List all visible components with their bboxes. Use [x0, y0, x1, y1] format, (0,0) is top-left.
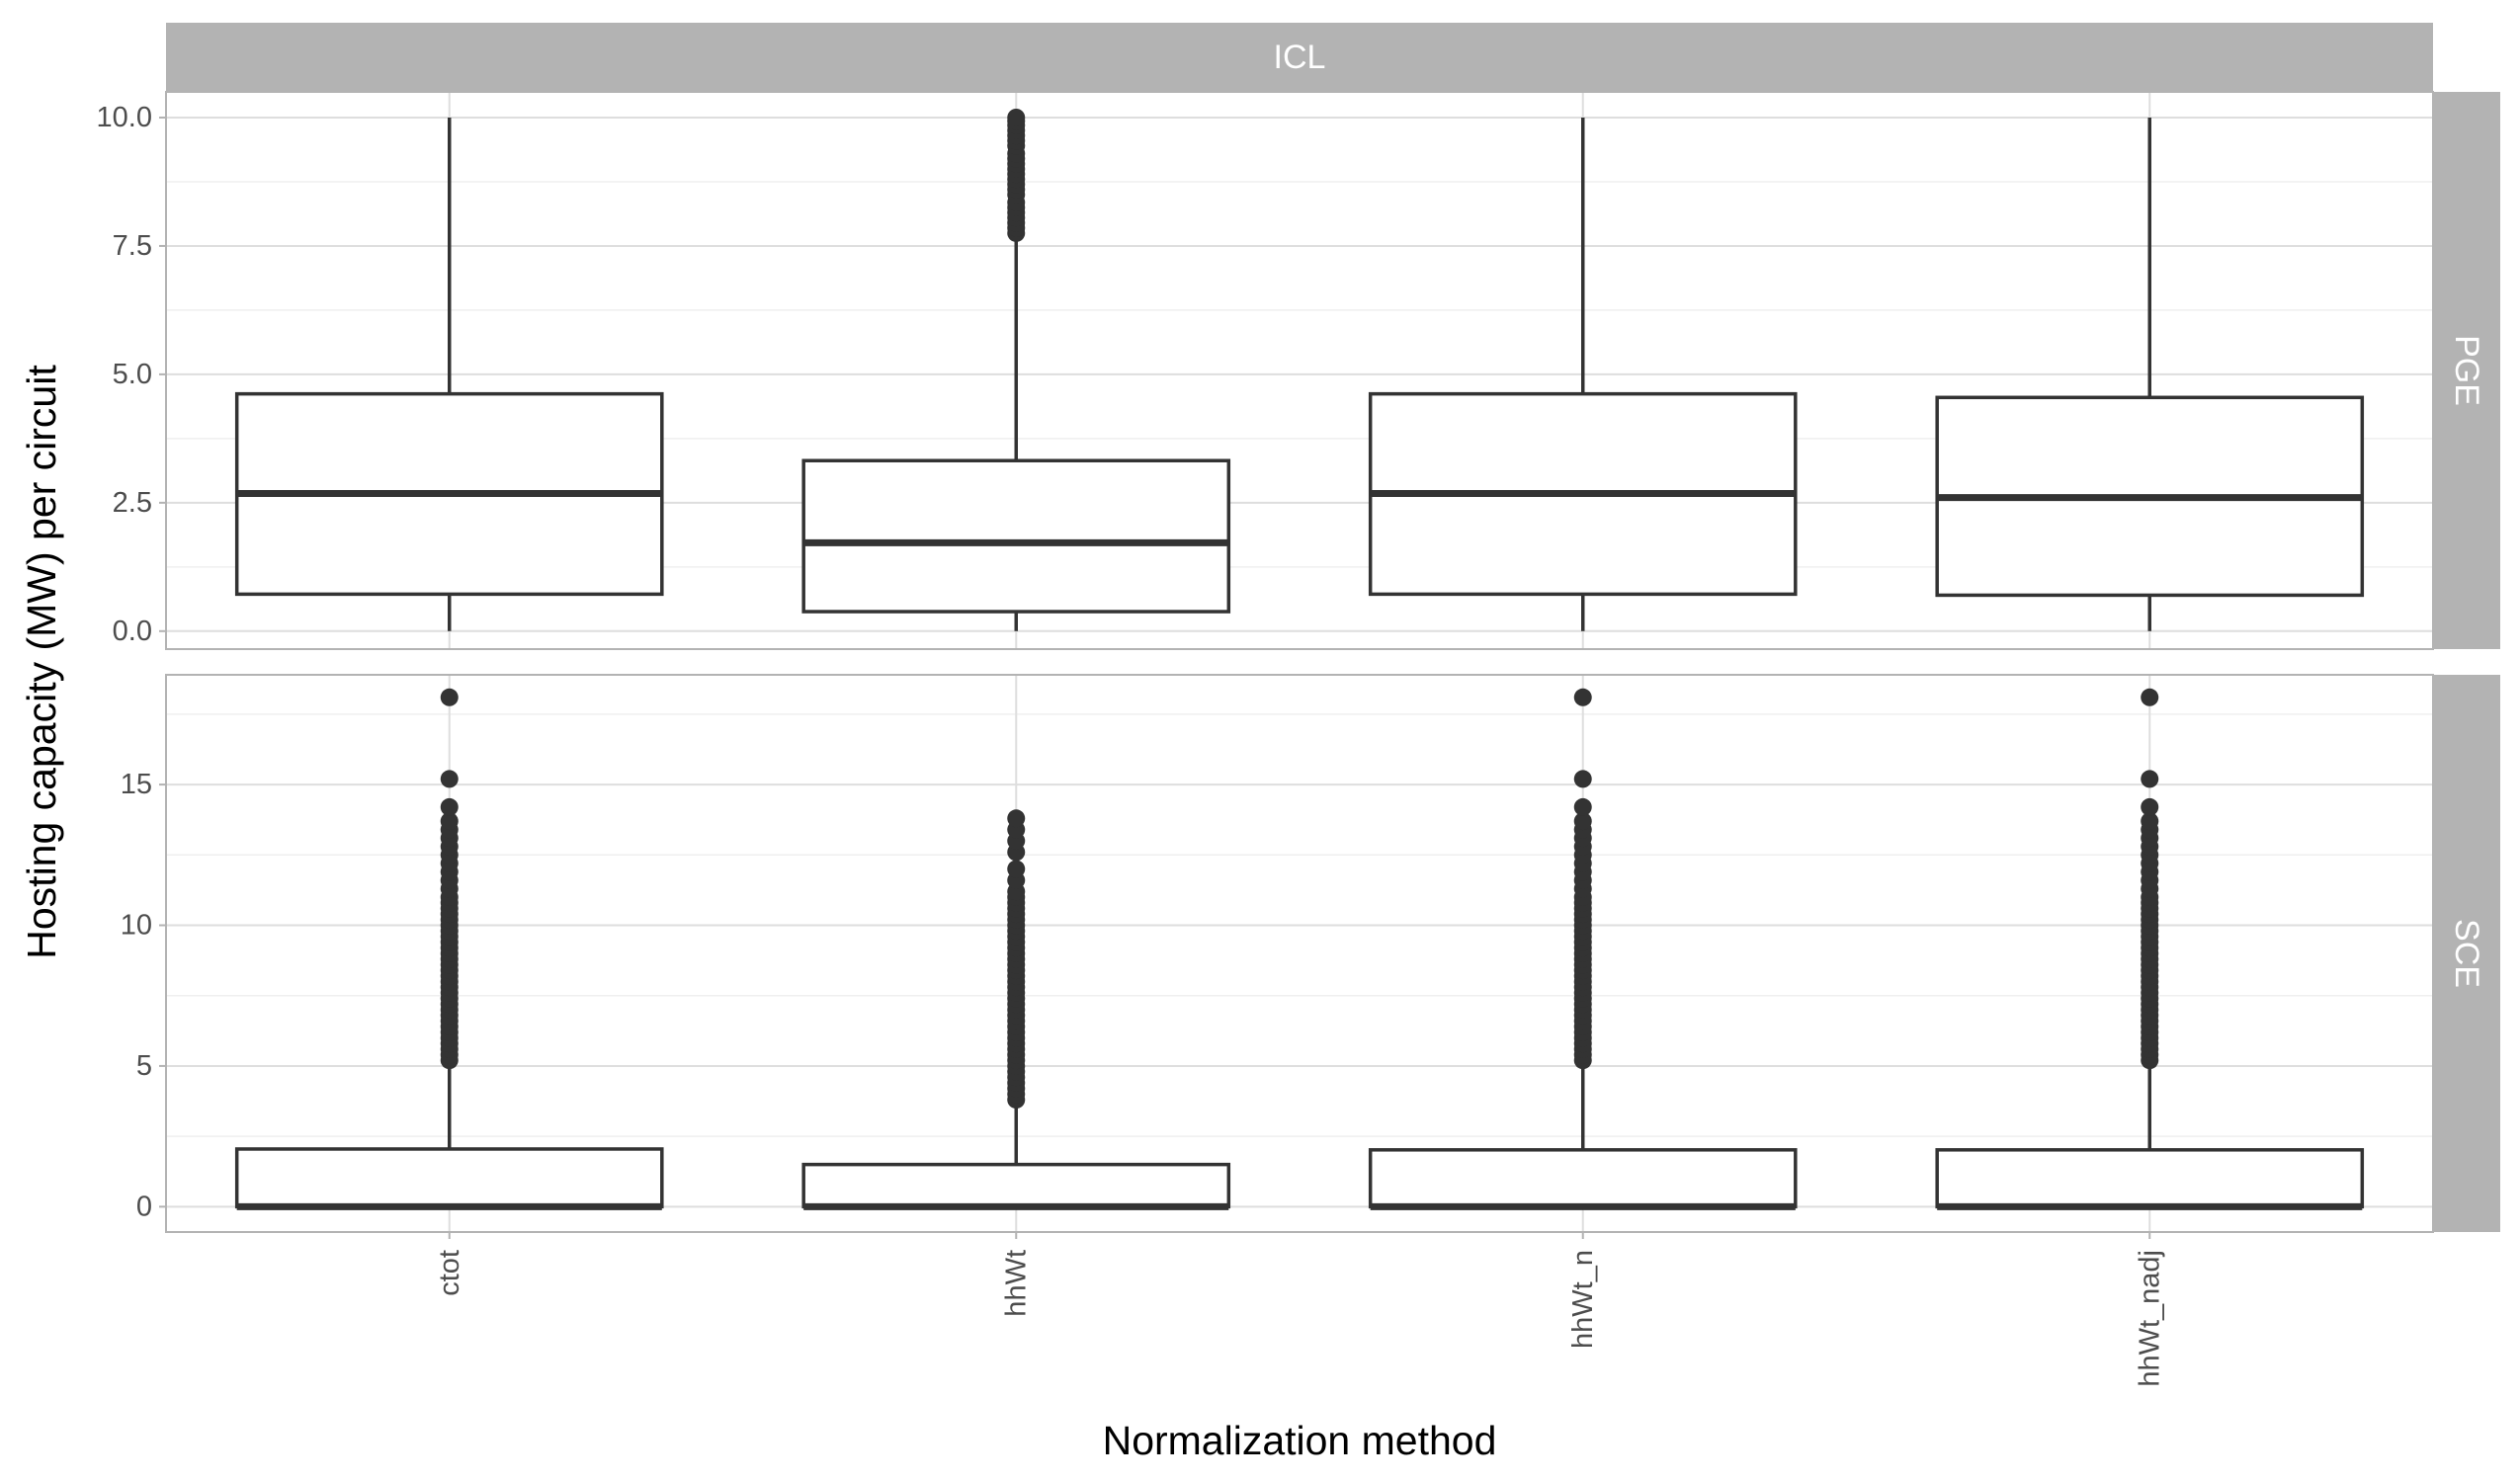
x-axis: ctot hhWt hhWt_n hhWt_nadj — [434, 1232, 2165, 1387]
box-ctot — [234, 117, 664, 631]
outlier-point — [1007, 809, 1026, 828]
y-tick-label: 10 — [121, 910, 152, 942]
y-tick-label: 15 — [121, 769, 152, 800]
y-tick-label: 10.0 — [97, 102, 152, 133]
y-tick-label: 5.0 — [113, 359, 152, 390]
outlier-point — [1007, 860, 1026, 878]
outlier-point — [440, 797, 459, 816]
box-hhWt_n — [1368, 688, 1798, 1210]
facet-strip-right — [2433, 92, 2500, 649]
panels: 0.0 2.5 5.0 7.5 10.0 PGE 0 5 10 15 SCE — [97, 91, 2500, 1233]
y-tick-label: 2.5 — [113, 487, 152, 519]
facet-label-row: SCE — [2448, 919, 2485, 988]
facet-strip-right — [2433, 675, 2500, 1232]
box-iqr — [234, 1147, 664, 1209]
outlier-point — [2141, 812, 2159, 831]
x-tick-label: hhWt_n — [1567, 1250, 1599, 1349]
y-axis-title: Hosting capacity (MW) per circuit — [19, 365, 64, 959]
facet-strip-top: ICL — [166, 23, 2433, 92]
outlier-point — [2141, 770, 2159, 788]
facet-strip-top-background — [166, 23, 2433, 92]
panel-pge: 0.0 2.5 5.0 7.5 10.0 PGE — [97, 91, 2500, 650]
panel-background — [166, 675, 2433, 1232]
box-iqr — [1935, 1148, 2365, 1209]
panel-sce: 0 5 10 15 SCE — [121, 674, 2500, 1233]
outlier-point — [2141, 797, 2159, 816]
outlier-point — [1573, 688, 1592, 706]
outlier-point — [440, 812, 459, 831]
outlier-point — [2141, 688, 2159, 706]
outlier-point — [440, 770, 459, 788]
box-hhWt — [801, 809, 1231, 1210]
y-tick-label: 7.5 — [113, 230, 152, 262]
outlier-point — [1573, 797, 1592, 816]
facet-label-row: PGE — [2448, 335, 2485, 406]
x-tick-label: hhWt_nadj — [2134, 1250, 2165, 1387]
y-tick-label: 5 — [136, 1050, 152, 1082]
outlier-point — [1573, 770, 1592, 788]
outlier-point — [1007, 108, 1026, 126]
outlier-point — [440, 688, 459, 706]
box-iqr — [801, 458, 1231, 614]
outlier-point — [1573, 812, 1592, 831]
box-iqr — [1368, 1148, 1798, 1209]
y-tick-label: 0.0 — [113, 616, 152, 647]
box-ctot — [234, 688, 664, 1210]
box-hhWt_nadj — [1935, 117, 2365, 631]
x-tick-label: hhWt — [1000, 1250, 1032, 1317]
x-tick-label: ctot — [434, 1250, 465, 1296]
box-hhWt — [801, 108, 1231, 631]
facet-label-column: ICL — [1274, 39, 1326, 76]
box-hhWt_nadj — [1935, 688, 2365, 1210]
y-tick-label: 0 — [136, 1191, 152, 1222]
box-iqr — [801, 1162, 1231, 1209]
x-axis-title: Normalization method — [1103, 1418, 1497, 1463]
box-hhWt_n — [1368, 117, 1798, 631]
